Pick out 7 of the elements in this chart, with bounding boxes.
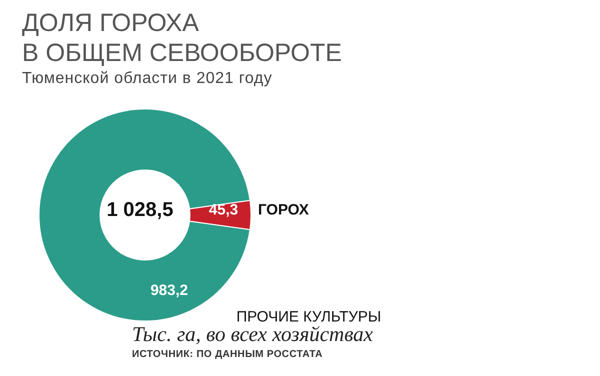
slice-label: ГОРОХ <box>258 202 309 218</box>
chart-subtitle: Тюменской области в 2021 году <box>22 70 272 88</box>
text: 1 028,5 <box>106 199 174 221</box>
data-label: 983,2 <box>150 282 188 299</box>
chart-title: ДОЛЯ ГОРОХА В ОБЩЕМ СЕВООБОРОТЕ <box>22 8 342 68</box>
data-label: 45,3 <box>208 202 238 218</box>
text: ИСТОЧНИК: ПО ДАННЫМ РОССТАТА <box>132 349 323 360</box>
